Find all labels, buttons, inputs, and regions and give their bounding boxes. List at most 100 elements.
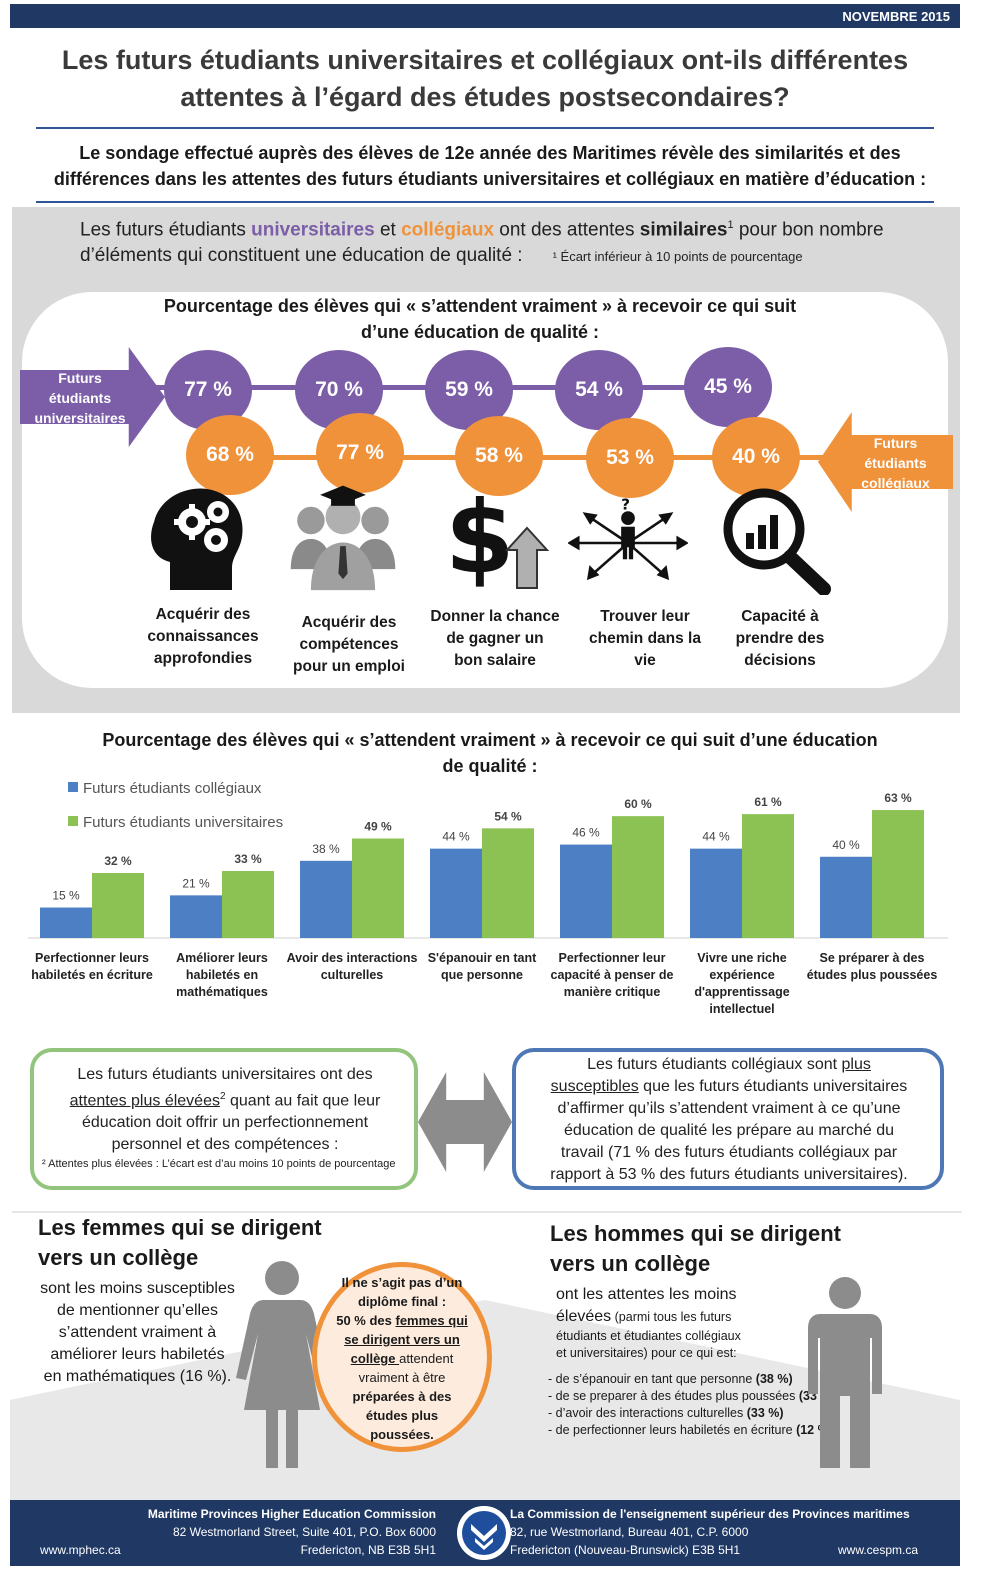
label-line: Trouver leur — [600, 608, 690, 625]
list-value: (38 %) — [755, 1372, 793, 1386]
bar-college — [820, 856, 872, 938]
label-line: Acquérir des — [155, 606, 251, 623]
text-line: étudiants et étudiantes collégiaux — [556, 1329, 741, 1343]
woman-figure-icon — [236, 1261, 328, 1468]
underlined-phrase: susceptibles — [550, 1078, 639, 1095]
intro-line-1: Le sondage effectué auprès des élèves de… — [79, 143, 901, 163]
intro-divider — [36, 201, 934, 203]
col-percent-circle: 40 % — [712, 417, 800, 497]
category-label: capacité à penser de — [551, 968, 674, 982]
text-line: élevées (parmi tous les futurs — [556, 1306, 786, 1328]
text-line: collège attendent — [326, 1349, 478, 1368]
underlined-phrase: femmes qui — [395, 1313, 468, 1328]
uni-percent-circle: 54 % — [555, 350, 643, 430]
label-line: compétences — [299, 636, 399, 653]
label-line: Donner la chance — [430, 608, 560, 625]
dollar-up-arrow-icon: $ — [445, 480, 550, 590]
col-arrow-line: collégiaux — [861, 475, 930, 491]
text-line: diplôme final : — [326, 1292, 478, 1311]
data-label: 61 % — [754, 795, 782, 809]
category-label: études plus poussées — [807, 968, 938, 982]
similar-uni-word: universitaires — [251, 219, 375, 241]
category-label: Vivre une riche — [697, 951, 786, 965]
col-percent-circle: 58 % — [455, 416, 543, 496]
footer-city-en: Fredericton, NB E3B 5H1 — [300, 1543, 436, 1557]
text: attendent — [399, 1351, 454, 1366]
footer-link-fr[interactable]: www.cespm.ca — [838, 1543, 919, 1557]
section-divider — [12, 1211, 962, 1213]
item-label: Capacité à prendre des décisions — [705, 606, 855, 672]
similar-sup: 1 — [727, 219, 734, 231]
footer: Maritime Provinces Higher Education Comm… — [10, 1500, 960, 1566]
data-label: 15 % — [52, 889, 80, 903]
col-percent-circle: 53 % — [586, 418, 674, 498]
bar-university — [92, 873, 144, 938]
top-bar: NOVEMBRE 2015 — [10, 4, 960, 28]
category-label: expérience — [709, 968, 774, 982]
list-value: (33 %) — [746, 1406, 784, 1420]
data-label: 40 % — [832, 838, 860, 852]
bar-university — [482, 828, 534, 938]
data-label: 49 % — [364, 819, 392, 833]
heading-line: vers un collège — [550, 1251, 711, 1276]
commission-logo-icon — [457, 1506, 511, 1560]
label-line: Capacité à — [741, 608, 819, 625]
bar-university — [872, 810, 924, 938]
category-label: manière critique — [564, 985, 661, 999]
category-label: Se préparer à des — [820, 951, 925, 965]
bar-college — [170, 895, 222, 938]
label-line: connaissances — [147, 628, 259, 645]
footnote-2: ² Attentes plus élevées : L’écart est d’… — [42, 1158, 396, 1170]
text-line: se dirigent vers un — [326, 1330, 478, 1349]
category-label: Améliorer leurs — [176, 951, 268, 965]
bold-text: Il ne s’agit pas d’un — [341, 1275, 463, 1290]
intro-text: Le sondage effectué auprès des élèves de… — [20, 140, 960, 192]
legend-swatch — [68, 782, 78, 792]
university-higher-text: Les futurs étudiants universitaires ont … — [40, 1064, 410, 1156]
footnote-mark: 2 — [219, 1091, 226, 1102]
col-arrow-line: étudiants — [864, 455, 927, 471]
bar-college — [690, 848, 742, 938]
text-line: en mathématiques (16 %). — [43, 1368, 232, 1385]
category-label: mathématiques — [176, 985, 268, 999]
data-label: 46 % — [572, 826, 600, 840]
university-arrow-label: Futurs étudiants universitaires — [24, 368, 136, 428]
box-line: attentes plus élevées2 quant au fait que… — [40, 1086, 410, 1112]
list-text: - de perfectionner leurs habiletés en éc… — [548, 1423, 797, 1437]
intro-line-2: différences dans les attentes des futurs… — [53, 169, 927, 189]
footer-address-en: 82 Westmorland Street, Suite 401, P.O. B… — [172, 1525, 436, 1539]
college-labour-text: Les futurs étudiants collégiaux sont plu… — [522, 1054, 936, 1186]
bar-university — [222, 870, 274, 938]
box-line: éducation doit offrir un perfectionnemen… — [81, 1114, 369, 1132]
double-arrow-icon — [418, 1072, 512, 1172]
text-line: Il ne s’agit pas d’un — [326, 1273, 478, 1292]
bar-university — [742, 814, 794, 938]
item-label: Acquérir des compétences pour un emploi — [274, 612, 424, 678]
legend-item-college: Futurs étudiants collégiaux — [68, 780, 261, 797]
text-line: sont les moins susceptibles — [40, 1280, 235, 1297]
not-final-degree-text: Il ne s’agit pas d’un diplôme final : 50… — [326, 1273, 478, 1444]
heading-line: Les hommes qui se dirigent — [550, 1221, 841, 1246]
list-text: - de se preparer à des études plus pouss… — [548, 1389, 799, 1403]
list-item: - d’avoir des interactions culturelles (… — [548, 1405, 848, 1422]
man-figure-icon — [808, 1277, 882, 1468]
bar-chart: 15 % 32 % Perfectionner leurs habiletés en … — [28, 791, 948, 1016]
box-line: Les futurs étudiants universitaires ont … — [77, 1066, 373, 1083]
footer-link-en[interactable]: www.mphec.ca — [40, 1543, 121, 1557]
graduates-icon — [290, 485, 396, 591]
label-line: de gagner un — [446, 630, 544, 647]
uni-arrow-line: universitaires — [34, 410, 126, 426]
text-line: de mentionner qu’elles — [57, 1302, 218, 1319]
underlined-phrase: collège — [350, 1351, 400, 1366]
data-label: 60 % — [624, 797, 652, 811]
col-arrow-line: Futurs — [873, 435, 918, 451]
head-gears-icon — [151, 488, 243, 590]
data-label: 21 % — [182, 876, 210, 890]
label-line: bon salaire — [454, 652, 536, 669]
not-final-degree-circle — [312, 1262, 492, 1452]
data-label: 32 % — [104, 854, 132, 868]
text-line: ont les attentes les moins — [556, 1286, 737, 1303]
text: élevées — [556, 1308, 612, 1325]
label-line: Acquérir des — [301, 614, 397, 631]
magnifier-chart-icon — [723, 488, 831, 595]
